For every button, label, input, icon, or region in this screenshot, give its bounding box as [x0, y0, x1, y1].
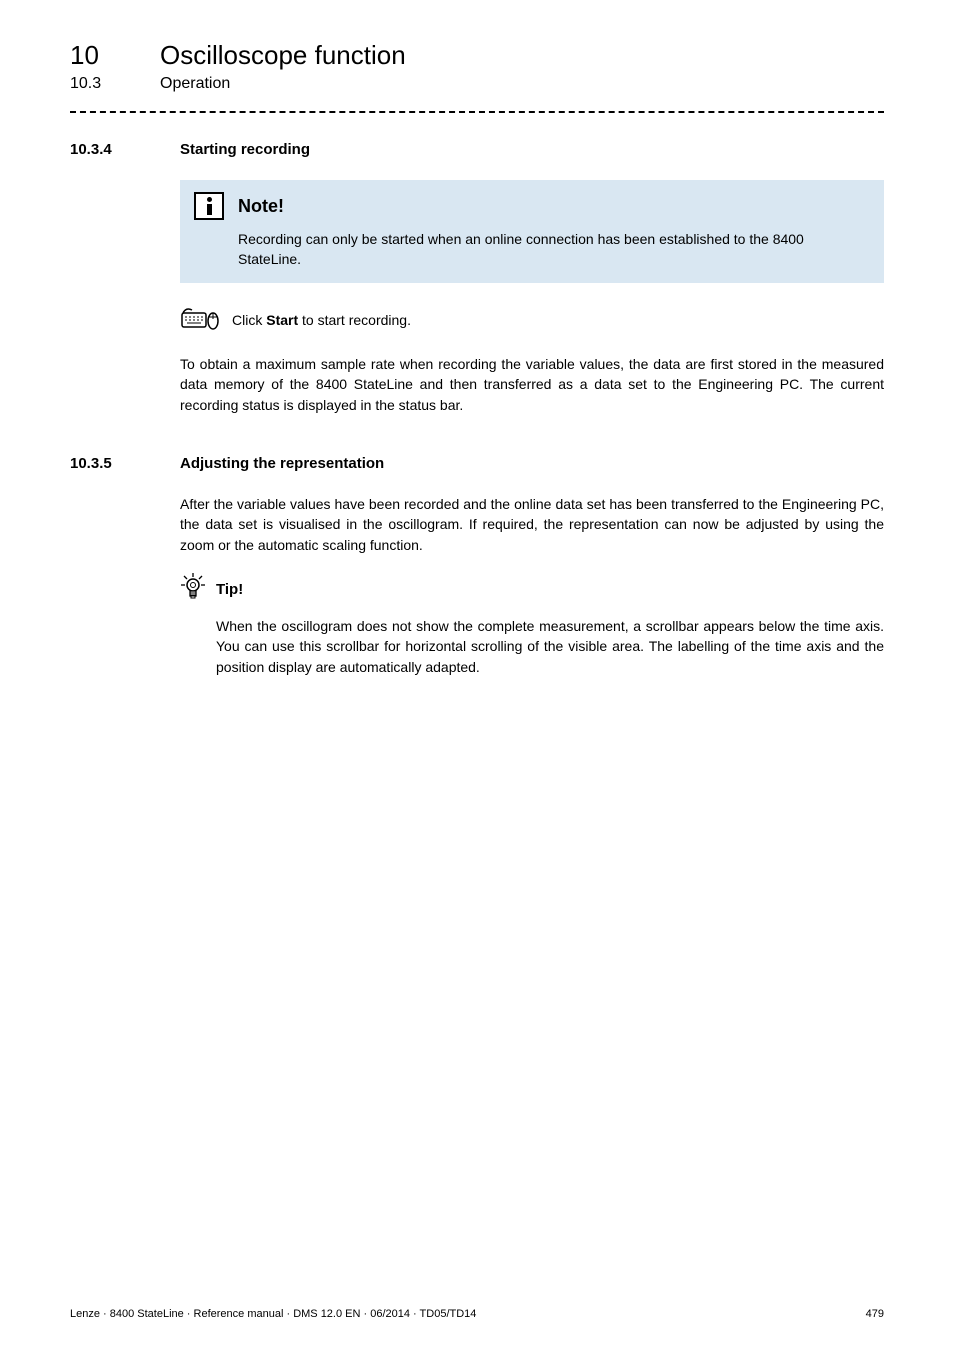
- tip-text: When the oscillogram does not show the c…: [216, 616, 884, 677]
- action-prefix: Click: [232, 312, 266, 328]
- section-title: Adjusting the representation: [180, 455, 384, 472]
- section-heading: 10.3.5 Adjusting the representation: [70, 455, 884, 472]
- body-paragraph: To obtain a maximum sample rate when rec…: [180, 354, 884, 415]
- sub-number: 10.3: [70, 75, 160, 93]
- sub-title: Operation: [160, 75, 230, 93]
- info-icon: [194, 192, 224, 220]
- chapter-heading: 10 Oscilloscope function: [70, 40, 884, 71]
- page: 10 Oscilloscope function 10.3 Operation …: [0, 0, 954, 1350]
- keyboard-mouse-icon: [180, 305, 222, 334]
- footer-page-number: 479: [866, 1308, 884, 1320]
- action-text: Click Start to start recording.: [232, 312, 411, 328]
- sub-heading: 10.3 Operation: [70, 75, 884, 93]
- body-paragraph: After the variable values have been reco…: [180, 494, 884, 555]
- footer-left: Lenze · 8400 StateLine · Reference manua…: [70, 1308, 476, 1320]
- section-content: Note! Recording can only be started when…: [180, 180, 884, 415]
- note-header: Note!: [194, 192, 870, 220]
- section-heading: 10.3.4 Starting recording: [70, 141, 884, 158]
- note-box: Note! Recording can only be started when…: [180, 180, 884, 283]
- chapter-title: Oscilloscope function: [160, 40, 406, 71]
- action-suffix: to start recording.: [298, 312, 411, 328]
- section-content: After the variable values have been reco…: [180, 494, 884, 677]
- chapter-number: 10: [70, 40, 160, 71]
- action-bold: Start: [266, 312, 298, 328]
- note-title: Note!: [238, 196, 284, 217]
- section-title: Starting recording: [180, 141, 310, 158]
- section-number: 10.3.5: [70, 455, 180, 472]
- tip-header: Tip!: [180, 573, 884, 606]
- divider: [70, 111, 884, 113]
- note-text: Recording can only be started when an on…: [238, 230, 870, 269]
- lightbulb-icon: [180, 573, 206, 606]
- section-number: 10.3.4: [70, 141, 180, 158]
- tip-title: Tip!: [216, 581, 243, 598]
- action-row: Click Start to start recording.: [180, 305, 884, 334]
- page-footer: Lenze · 8400 StateLine · Reference manua…: [70, 1308, 884, 1320]
